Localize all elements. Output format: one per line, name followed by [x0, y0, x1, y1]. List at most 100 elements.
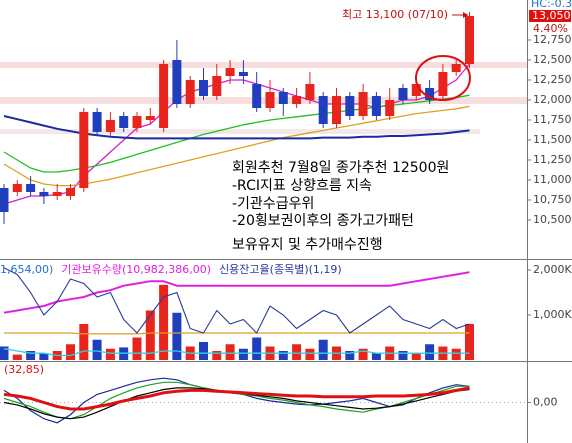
- series-line: [3, 386, 470, 411]
- candle-body: [132, 116, 142, 128]
- y-tick-label: 11,500: [533, 133, 572, 146]
- volume-bar: [159, 284, 169, 360]
- candle-body: [0, 188, 9, 212]
- volume-bar: [358, 348, 368, 360]
- series-line: [3, 271, 470, 314]
- candle-body: [425, 88, 435, 100]
- volume-bar: [451, 348, 461, 360]
- volume-bar: [465, 323, 474, 360]
- y-tick-label: 12,000: [533, 93, 572, 106]
- header: HC:-0.36: [531, 0, 572, 10]
- y-tick-label: 11,750: [533, 113, 572, 126]
- candle-body: [199, 80, 208, 96]
- series-line: [4, 332, 470, 335]
- volume-bar: [398, 350, 408, 360]
- legend-entry: 1,654,00): [0, 263, 53, 276]
- candle-body: [398, 88, 408, 100]
- candle-body: [278, 92, 288, 104]
- volume-bar: [132, 337, 142, 360]
- candle-body: [145, 116, 155, 120]
- volume-bar: [79, 323, 89, 360]
- annotation: 최고 13,100 (07/10): [342, 8, 448, 21]
- volume-bar: [238, 348, 248, 360]
- volume-bar: [292, 344, 302, 360]
- candle-body: [92, 112, 102, 132]
- volume-bar: [39, 353, 49, 360]
- y-tick-label: 0,00: [533, 396, 558, 409]
- candle-body: [225, 68, 235, 76]
- annotation-arrowhead: [463, 12, 468, 18]
- candle-body: [66, 188, 75, 196]
- volume-bar: [172, 312, 182, 360]
- candle-body: [385, 100, 395, 116]
- candle-body: [238, 72, 248, 76]
- candle-body: [371, 96, 381, 116]
- series-line: [3, 267, 470, 334]
- volume-bar: [92, 339, 102, 360]
- candle-body: [318, 96, 328, 124]
- volume-bar: [371, 353, 381, 360]
- note-box: [226, 152, 516, 258]
- candle-body: [345, 96, 355, 116]
- volume-bar: [0, 346, 9, 360]
- y-tick-label: 12,250: [533, 73, 572, 86]
- y-tick-label: 12,500: [533, 53, 572, 66]
- volume-bar: [318, 339, 328, 360]
- candle-body: [305, 84, 315, 100]
- candle-body: [39, 192, 49, 196]
- candle-body: [79, 112, 89, 188]
- y-tick-label: 1,000K: [533, 308, 572, 321]
- candle-body: [332, 96, 341, 124]
- last-price-label: 13,050: [532, 9, 571, 22]
- note-line: -RCI지표 상향흐름 지속: [232, 178, 372, 194]
- candle-body: [12, 184, 22, 192]
- volume-bar: [345, 350, 355, 360]
- candle-body: [292, 96, 302, 104]
- y-tick-label: 11,000: [533, 173, 572, 186]
- series-line: [3, 348, 470, 357]
- plot-area: [0, 12, 527, 424]
- volume-bar: [278, 350, 288, 360]
- candle-body: [358, 92, 368, 116]
- y-tick-label: 10,750: [533, 193, 572, 206]
- candle-body: [212, 76, 222, 96]
- band: [0, 97, 527, 104]
- y-tick-label: 12,750: [533, 33, 572, 46]
- volume-bar: [66, 344, 75, 360]
- candle-body: [465, 16, 474, 64]
- legend-entry: 기관보유수량(10,982,386,00): [61, 263, 211, 276]
- volume-bar: [26, 350, 36, 360]
- candle-body: [451, 64, 461, 72]
- volume-bar: [225, 344, 235, 360]
- y-tick-label: 10,500: [533, 213, 572, 226]
- highlight-circle: [415, 55, 471, 101]
- candle-body: [159, 64, 169, 128]
- note-line: 보유유지 및 추가매수진행: [232, 237, 383, 253]
- last-price-box: [529, 10, 571, 22]
- volume-bar: [105, 348, 115, 360]
- candle-body: [119, 116, 129, 128]
- candle-body: [252, 84, 262, 108]
- note-line: 회원추천 7월8일 종가추천 12500원: [232, 160, 449, 176]
- legend-entry: 신용잔고율(종목별)(1,19): [219, 263, 342, 276]
- volume-bar: [425, 344, 435, 360]
- volume-bar: [12, 354, 22, 360]
- y-tick-label: 2,000K: [533, 263, 572, 276]
- candle-body: [265, 92, 275, 108]
- band: [0, 129, 480, 134]
- legend-entry: (32,85): [4, 363, 44, 376]
- note-line: -20횡보권이후의 종가고가패턴: [232, 213, 414, 229]
- band: [0, 62, 527, 68]
- candle-body: [438, 72, 448, 96]
- candle-body: [105, 120, 115, 132]
- candle-body: [411, 84, 421, 96]
- change: 4.40%: [533, 22, 568, 35]
- volume-bar: [252, 337, 262, 360]
- candle-body: [172, 60, 182, 104]
- candle-body: [26, 184, 36, 192]
- candle-body: [52, 192, 62, 196]
- volume-bar: [145, 310, 155, 360]
- volume-bar: [305, 348, 315, 360]
- volume-bar: [199, 341, 208, 360]
